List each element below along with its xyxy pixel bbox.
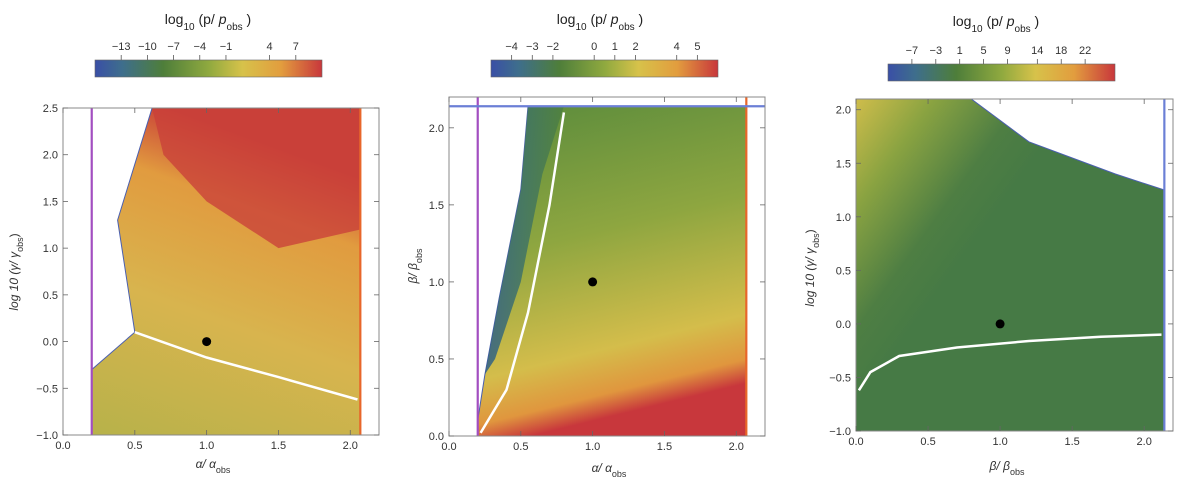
panel-1: log10 (p/ pobs ) −13 −10 −7 −4 −1 4 7 0.0 0.5 1.… bbox=[7, 11, 380, 475]
y-tick-label: 1.5 bbox=[836, 158, 851, 170]
feasible-region bbox=[855, 98, 1165, 432]
colorbar-tick-label: −4 bbox=[505, 41, 518, 53]
white-contour-curve bbox=[479, 112, 566, 434]
y-tick-label: 0.0 bbox=[836, 319, 851, 331]
y-tick-label: 0.0 bbox=[429, 431, 444, 443]
y-tick-label: 1.5 bbox=[429, 200, 444, 212]
colorbar-ticks-3: −7 −3 1 5 9 14 18 22 bbox=[906, 45, 1091, 64]
y-tick-label: 2.5 bbox=[43, 103, 58, 115]
y-axis-label-2: β/ βobs bbox=[406, 248, 424, 284]
colorbar-tick-label: 0 bbox=[591, 41, 597, 53]
white-contour-curve bbox=[134, 331, 358, 401]
x-tick-label: 0.5 bbox=[513, 441, 528, 453]
colorbar-tick-label: −10 bbox=[138, 41, 157, 53]
colorbar-tick-label: 2 bbox=[632, 41, 638, 53]
x-tick-label: 1.0 bbox=[585, 441, 600, 453]
y-tick-label: 2.0 bbox=[836, 105, 851, 117]
observed-point bbox=[995, 319, 1005, 329]
colorbar-tick-label: −1 bbox=[220, 41, 233, 53]
panel-2: log10 (p/ pobs ) −4 −3 −2 0 1 2 4 5 0.0 0.5 1.0 1.… bbox=[406, 11, 766, 479]
y-tick-label: 1.5 bbox=[43, 196, 58, 208]
colorbar-tick-label: 22 bbox=[1079, 45, 1091, 57]
plot-frame bbox=[448, 96, 766, 437]
x-axis-label-2: α/ αobs bbox=[592, 461, 627, 479]
plot-frame bbox=[855, 98, 1174, 432]
observed-point bbox=[588, 277, 598, 287]
colorbar-tick-label: 1 bbox=[957, 45, 963, 57]
colorbar-3: log10 (p/ pobs ) −7 −3 1 5 9 14 18 22 bbox=[887, 13, 1116, 82]
colorbar-tick-label: 5 bbox=[981, 45, 987, 57]
colorbar-title-2: log10 (p/ pobs ) bbox=[557, 11, 643, 33]
colorbar-tick-label: 4 bbox=[674, 41, 680, 53]
y-tick-label: 1.0 bbox=[836, 212, 851, 224]
x-tick-label: 2.0 bbox=[729, 441, 744, 453]
y-tick-label: −0.5 bbox=[829, 372, 851, 384]
colorbar-tick-label: 1 bbox=[612, 41, 618, 53]
colorbar-tick-label: −7 bbox=[906, 45, 919, 57]
x-tick-label: 1.5 bbox=[657, 441, 672, 453]
colorbar-tick-label: 14 bbox=[1031, 45, 1043, 57]
y-tick-label: 2.0 bbox=[43, 150, 58, 162]
plot-area-3: 0.0 0.5 1.0 1.5 2.0 −1.0 −0.5 0.0 0.5 1.0 1.5 2.0 bbox=[829, 98, 1174, 448]
x-tick-label: 0.5 bbox=[920, 436, 935, 448]
colorbar-2: log10 (p/ pobs ) −4 −3 −2 0 1 2 4 5 bbox=[490, 11, 719, 78]
colorbar-tick-label: −4 bbox=[194, 41, 207, 53]
x-tick-label: 0.0 bbox=[55, 440, 70, 452]
x-tick-label: 2.0 bbox=[343, 440, 358, 452]
y-tick-label: 0.5 bbox=[43, 290, 58, 302]
y-tick-label: 0.5 bbox=[836, 265, 851, 277]
colorbar-tick-label: 18 bbox=[1055, 45, 1067, 57]
colorbar-tick-label: 5 bbox=[694, 41, 700, 53]
white-contour-curve bbox=[857, 333, 1162, 391]
colorbar-tick-label: −3 bbox=[526, 41, 539, 53]
y-tick-label: 0.0 bbox=[43, 337, 58, 349]
x-tick-label: 1.0 bbox=[992, 436, 1007, 448]
y-axis-label-1: log 10 (γ/ γobs) bbox=[7, 233, 25, 310]
colorbar-title-1: log10 (p/ pobs ) bbox=[165, 11, 251, 33]
y-tick-label: 0.5 bbox=[429, 354, 444, 366]
plot-frame bbox=[62, 107, 380, 436]
y-tick-label: 1.0 bbox=[43, 243, 58, 255]
colorbar-tick-label: −3 bbox=[930, 45, 943, 57]
y-axis-label-3: log 10 (γ/ γobs) bbox=[803, 229, 821, 306]
y-tick-label: −0.5 bbox=[36, 383, 58, 395]
y-tick-label: 1.0 bbox=[429, 277, 444, 289]
colorbar-gradient-1 bbox=[94, 59, 323, 78]
colorbar-ticks-1: −13 −10 −7 −4 −1 4 7 bbox=[112, 41, 299, 60]
high-value-region bbox=[152, 108, 361, 249]
observed-point bbox=[202, 337, 212, 347]
x-tick-label: 2.0 bbox=[1137, 436, 1152, 448]
colorbar-tick-label: 4 bbox=[267, 41, 273, 53]
panel-3: log10 (p/ pobs ) −7 −3 1 5 9 14 18 22 0.0 0.5 1.0… bbox=[803, 13, 1174, 477]
colorbar-tick-label: −2 bbox=[547, 41, 560, 53]
colorbar-title-3: log10 (p/ pobs ) bbox=[953, 13, 1039, 35]
colorbar-tick-label: −7 bbox=[167, 41, 180, 53]
colorbar-1: log10 (p/ pobs ) −13 −10 −7 −4 −1 4 7 bbox=[94, 11, 323, 78]
x-tick-label: 0.5 bbox=[127, 440, 142, 452]
x-tick-label: 0.0 bbox=[848, 436, 863, 448]
colorbar-tick-label: −13 bbox=[112, 41, 131, 53]
x-tick-label: 1.5 bbox=[1064, 436, 1079, 448]
y-tick-label: −1.0 bbox=[829, 426, 851, 438]
plot-area-1: 0.0 0.5 1.0 1.5 2.0 −1.0 −0.5 0.0 0.5 1.0 1.5 2.0 2.… bbox=[36, 103, 380, 452]
x-axis-label-1: α/ αobs bbox=[196, 457, 231, 475]
x-tick-label: 1.0 bbox=[199, 440, 214, 452]
colorbar-tick-label: 7 bbox=[293, 41, 299, 53]
colorbar-gradient-3 bbox=[887, 63, 1116, 82]
colorbar-gradient-2 bbox=[490, 59, 719, 78]
low-value-region bbox=[484, 106, 564, 375]
colorbar-tick-label: 9 bbox=[1004, 45, 1010, 57]
x-axis-label-3: β/ βobs bbox=[989, 459, 1025, 477]
plot-area-2: 0.0 0.5 1.0 1.5 2.0 0.0 0.5 1.0 1.5 2.0 bbox=[429, 96, 766, 453]
x-tick-label: 0.0 bbox=[441, 441, 456, 453]
y-tick-label: 2.0 bbox=[429, 123, 444, 135]
colorbar-ticks-2: −4 −3 −2 0 1 2 4 5 bbox=[505, 41, 700, 60]
y-tick-label: −1.0 bbox=[36, 430, 58, 442]
x-tick-label: 1.5 bbox=[271, 440, 286, 452]
